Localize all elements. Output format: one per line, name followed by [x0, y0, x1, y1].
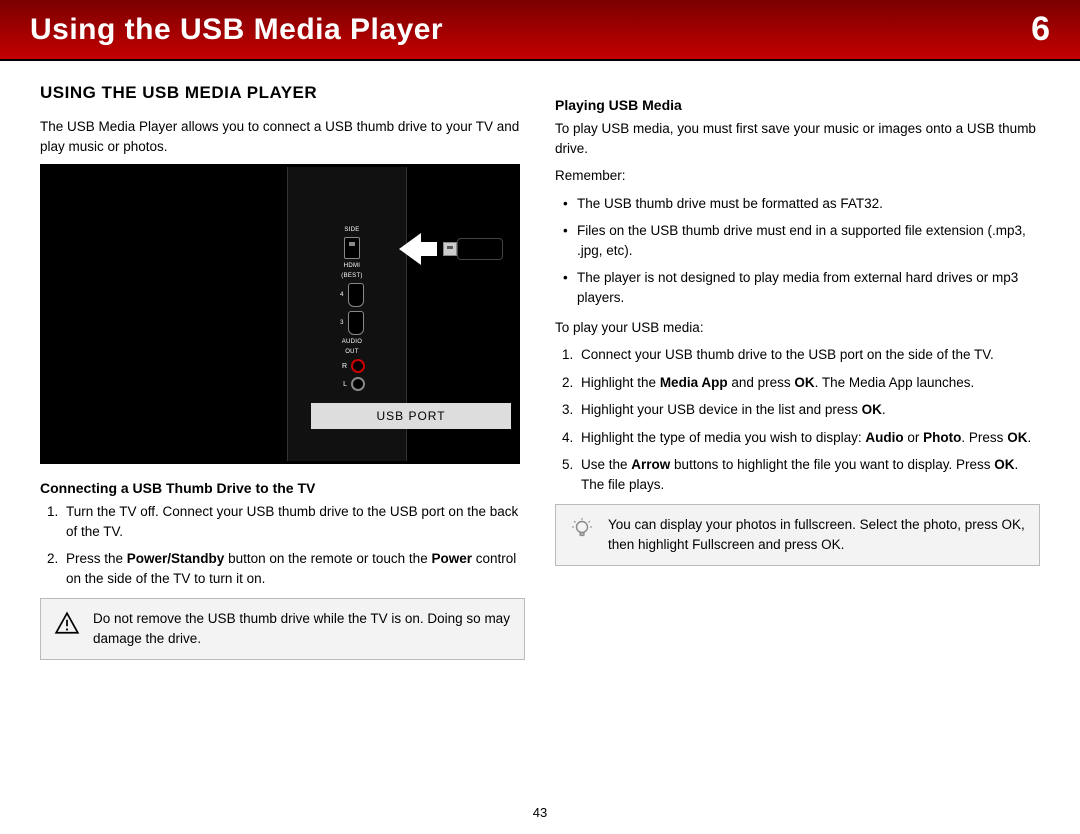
header-title: Using the USB Media Player: [30, 13, 443, 47]
usb-port-label: USB PORT: [311, 403, 511, 429]
audio-label: AUDIO: [342, 339, 363, 345]
play-step-4: Highlight the type of media you wish to …: [577, 428, 1040, 448]
play-step-3: Highlight your USB device in the list an…: [577, 400, 1040, 420]
remember-item-2: Files on the USB thumb drive must end in…: [577, 221, 1040, 260]
connect-step-2: Press the Power/Standby button on the re…: [62, 549, 525, 588]
audio-l-row: L: [339, 377, 365, 391]
usb-connector-icon: [443, 242, 457, 256]
remember-item-1: The USB thumb drive must be formatted as…: [577, 194, 1040, 214]
play-lead: To play your USB media:: [555, 318, 1040, 338]
right-column: Playing USB Media To play USB media, you…: [555, 83, 1040, 660]
hdmi-port-4-icon: [348, 283, 364, 307]
usb-drive-arrow: [399, 233, 503, 265]
l-label: L: [339, 381, 347, 388]
tv-illustration: SIDE HDMI (BEST) 4 3 AUDIO OUT R: [40, 164, 520, 464]
connecting-heading: Connecting a USB Thumb Drive to the TV: [40, 480, 525, 496]
intro-text: The USB Media Player allows you to conne…: [40, 117, 525, 156]
warning-text: Do not remove the USB thumb drive while …: [93, 609, 512, 648]
port-4-label: 4: [340, 292, 344, 298]
remember-label: Remember:: [555, 166, 1040, 186]
port-3-label: 3: [340, 320, 344, 326]
port-strip: SIDE HDMI (BEST) 4 3 AUDIO OUT R: [332, 227, 372, 391]
arrow-left-icon: [399, 233, 421, 265]
play-steps: Connect your USB thumb drive to the USB …: [555, 345, 1040, 494]
play-step-1: Connect your USB thumb drive to the USB …: [577, 345, 1040, 365]
side-label: SIDE: [344, 227, 359, 233]
hdmi-label: HDMI: [344, 263, 361, 269]
warning-icon: [53, 609, 81, 637]
tip-text: You can display your photos in fullscree…: [608, 515, 1027, 554]
tip-callout: You can display your photos in fullscree…: [555, 504, 1040, 565]
page-content: USING THE USB MEDIA PLAYER The USB Media…: [0, 61, 1080, 660]
playing-heading: Playing USB Media: [555, 97, 1040, 113]
connecting-steps: Turn the TV off. Connect your USB thumb …: [40, 502, 525, 588]
usb-port-icon: [344, 237, 360, 259]
section-heading: USING THE USB MEDIA PLAYER: [40, 83, 525, 103]
play-step-2: Highlight the Media App and press OK. Th…: [577, 373, 1040, 393]
page-header: Using the USB Media Player 6: [0, 0, 1080, 61]
warning-callout: Do not remove the USB thumb drive while …: [40, 598, 525, 659]
arrow-stem: [421, 242, 437, 256]
out-label: OUT: [345, 349, 359, 355]
chapter-number: 6: [1031, 10, 1050, 49]
page-number: 43: [0, 805, 1080, 820]
playing-intro: To play USB media, you must first save y…: [555, 119, 1040, 158]
remember-item-3: The player is not designed to play media…: [577, 268, 1040, 307]
best-label: (BEST): [341, 273, 362, 279]
left-column: USING THE USB MEDIA PLAYER The USB Media…: [40, 83, 525, 660]
r-label: R: [339, 363, 347, 370]
audio-l-jack-icon: [351, 377, 365, 391]
remember-list: The USB thumb drive must be formatted as…: [555, 194, 1040, 308]
play-step-5: Use the Arrow buttons to highlight the f…: [577, 455, 1040, 494]
lightbulb-icon: [568, 515, 596, 543]
hdmi-port-3-icon: [348, 311, 364, 335]
usb-drive-icon: [457, 238, 503, 260]
audio-r-row: R: [339, 359, 365, 373]
audio-r-jack-icon: [351, 359, 365, 373]
connect-step-1: Turn the TV off. Connect your USB thumb …: [62, 502, 525, 541]
